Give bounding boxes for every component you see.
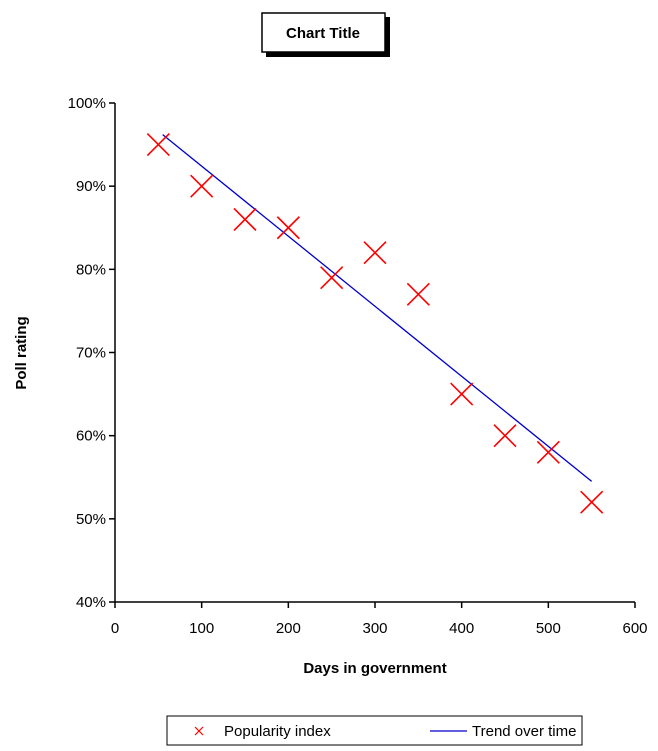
legend: Popularity index Trend over time (166, 715, 583, 746)
data-point (320, 266, 344, 290)
legend-label-popularity: Popularity index (224, 723, 331, 740)
x-axis-title: Days in government (303, 660, 446, 677)
trend-series (162, 134, 593, 482)
data-point (146, 133, 170, 157)
x-tick-label: 400 (449, 620, 474, 637)
legend-frame (166, 715, 583, 746)
title-frame (261, 12, 386, 53)
y-tick-label: 100% (68, 95, 106, 112)
popularity-series (146, 133, 604, 514)
y-tick-label: 60% (76, 428, 106, 445)
data-point (363, 241, 387, 265)
legend-marker-popularity (194, 726, 204, 736)
y-axis-ticks: 40% 50% 60% 70% 80% 90% 100% (68, 95, 115, 611)
x-tick-label: 200 (276, 620, 301, 637)
legend-label-trend: Trend over time (472, 723, 576, 740)
y-tick-label: 40% (76, 594, 106, 611)
data-point (536, 440, 560, 464)
x-tick-label: 500 (536, 620, 561, 637)
y-axis-title: Poll rating (13, 316, 30, 389)
x-tick-label: 100 (189, 620, 214, 637)
y-tick-label: 80% (76, 261, 106, 278)
data-point (190, 174, 214, 198)
x-tick-label: 600 (622, 620, 647, 637)
y-tick-label: 70% (76, 345, 106, 362)
y-tick-label: 90% (76, 178, 106, 195)
data-point (580, 490, 604, 514)
y-tick-label: 50% (76, 511, 106, 528)
data-point (493, 424, 517, 448)
chart-title: Chart Title (286, 25, 360, 42)
data-point (276, 216, 300, 240)
data-point (406, 282, 430, 306)
x-axis-ticks: 0 100 200 300 400 500 600 (111, 602, 648, 637)
trend-line (162, 134, 593, 482)
x-tick-label: 300 (362, 620, 387, 637)
chart-title-box: Chart Title (261, 12, 390, 57)
x-tick-label: 0 (111, 620, 119, 637)
data-point (450, 382, 474, 406)
data-point (233, 207, 257, 231)
